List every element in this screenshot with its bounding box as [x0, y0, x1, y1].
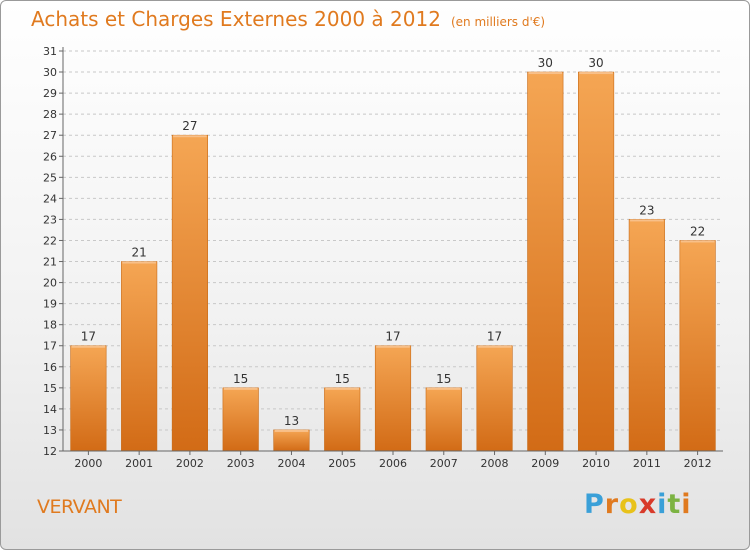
- y-tick-label: 29: [43, 87, 57, 100]
- bar: [679, 240, 716, 452]
- bar-value-label: 27: [182, 119, 197, 133]
- y-tick-label: 30: [43, 66, 57, 79]
- bar: [273, 429, 310, 452]
- commune-name: VERVANT: [37, 496, 122, 518]
- bar: [222, 387, 259, 452]
- chart-title: Achats et Charges Externes 2000 à 2012 (e…: [31, 7, 545, 31]
- x-tick-label: 2006: [379, 457, 407, 470]
- x-tick-label: 2009: [531, 457, 559, 470]
- y-tick-label: 20: [43, 277, 57, 290]
- bar-highlight: [71, 345, 106, 348]
- logo-letter: o: [619, 489, 639, 520]
- y-tick-label: 14: [43, 403, 57, 416]
- chart-title-text: Achats et Charges Externes 2000 à 2012: [31, 7, 441, 31]
- y-tick-label: 28: [43, 108, 57, 121]
- x-tick-label: 2007: [430, 457, 458, 470]
- bar-highlight: [528, 72, 563, 75]
- logo-letter: P: [584, 489, 605, 520]
- y-tick-label: 24: [43, 192, 57, 205]
- y-tick-label: 12: [43, 445, 57, 458]
- bar-value-label: 30: [538, 56, 553, 70]
- bar-value-label: 13: [284, 414, 299, 428]
- bar-highlight: [680, 240, 715, 243]
- y-tick-label: 17: [43, 340, 57, 353]
- bar-highlight: [477, 345, 512, 348]
- bar-value-label: 21: [132, 246, 147, 260]
- logo-letter: i: [657, 489, 668, 520]
- x-tick-label: 2005: [328, 457, 356, 470]
- y-tick-label: 26: [43, 150, 57, 163]
- bar: [374, 345, 412, 452]
- y-tick-label: 25: [43, 171, 57, 184]
- y-tick-label: 22: [43, 234, 57, 247]
- x-tick-label: 2001: [125, 457, 153, 470]
- axis-layer: 12 13 14 15 16 17 18 19 20 21 22 23 24 25 26 27 28 29 30 31…: [43, 45, 723, 470]
- x-tick-label: 2003: [227, 457, 255, 470]
- logo-letter: r: [604, 489, 620, 520]
- bar: [324, 387, 361, 452]
- logo-letter: x: [638, 489, 658, 520]
- bar-value-label: 22: [690, 224, 705, 238]
- bar: [628, 219, 665, 452]
- bar-value-label: 15: [335, 372, 350, 386]
- x-tick-label: 2011: [633, 457, 661, 470]
- bar-highlight: [579, 72, 613, 75]
- bar: [578, 71, 615, 452]
- x-tick-label: 2000: [74, 457, 102, 470]
- y-tick-label: 31: [43, 45, 57, 58]
- y-tick-label: 13: [43, 424, 57, 437]
- bar-highlight: [630, 219, 664, 222]
- bar-value-label: 17: [487, 330, 502, 344]
- y-tick-label: 15: [43, 382, 57, 395]
- bar: [121, 261, 158, 452]
- y-tick-label: 23: [43, 213, 57, 226]
- bars-layer: 17 21 27 15 13 15 17 15 17 30 30 23 22: [70, 56, 716, 452]
- bar: [527, 71, 564, 452]
- bar-highlight: [173, 135, 207, 138]
- bar-highlight: [274, 429, 309, 432]
- bar: [70, 345, 107, 452]
- y-tick-label: 18: [43, 319, 57, 332]
- bar-highlight: [223, 387, 258, 390]
- y-tick-label: 19: [43, 298, 57, 311]
- bar-highlight: [376, 345, 410, 348]
- bar-value-label: 15: [436, 372, 451, 386]
- proxiti-logo[interactable]: Proxiti: [584, 489, 692, 520]
- bar: [171, 134, 208, 452]
- x-tick-label: 2004: [277, 457, 305, 470]
- bar-value-label: 23: [639, 203, 654, 217]
- bar-value-label: 15: [233, 372, 248, 386]
- bar-value-label: 30: [588, 56, 603, 70]
- bar-highlight: [122, 261, 156, 264]
- y-tick-label: 27: [43, 129, 57, 142]
- bar-value-label: 17: [385, 330, 400, 344]
- logo-letter: t: [667, 489, 682, 520]
- x-tick-label: 2010: [582, 457, 610, 470]
- logo-letter: i: [681, 489, 692, 520]
- x-tick-label: 2012: [684, 457, 712, 470]
- bar: [425, 387, 462, 452]
- y-tick-label: 21: [43, 256, 57, 269]
- bar: [476, 345, 513, 452]
- bar-highlight: [427, 387, 461, 390]
- y-tick-label: 16: [43, 361, 57, 374]
- bar-value-label: 17: [81, 330, 96, 344]
- x-tick-label: 2002: [176, 457, 204, 470]
- chart-unit-text: (en milliers d'€): [450, 15, 546, 29]
- x-tick-label: 2008: [481, 457, 509, 470]
- bar-highlight: [325, 387, 359, 390]
